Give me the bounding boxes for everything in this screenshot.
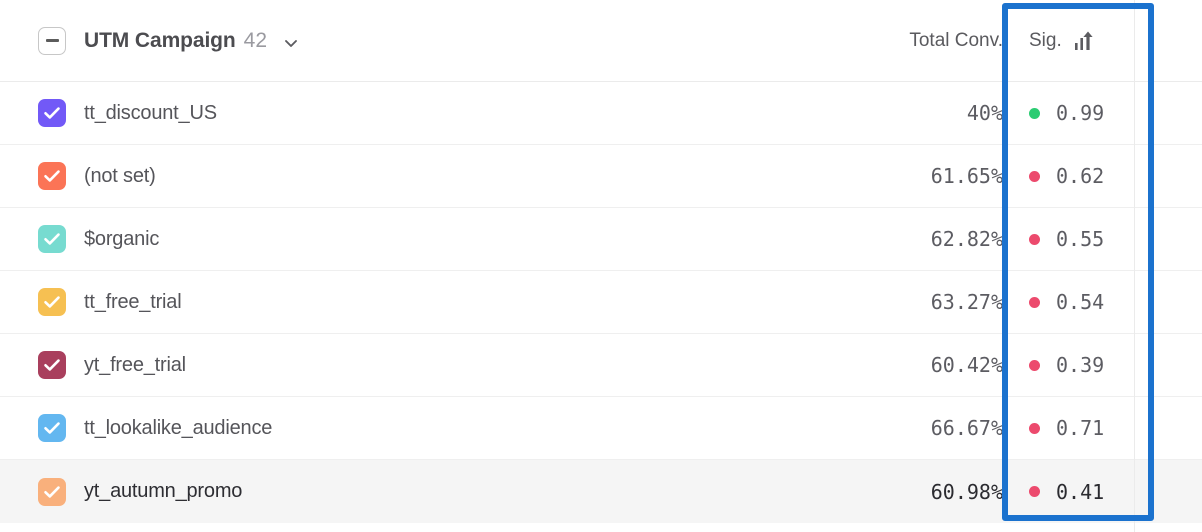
check-icon <box>44 485 60 498</box>
check-icon <box>44 107 60 119</box>
header-label-total-conv: Total Conv. <box>909 29 1003 51</box>
chevron-down-icon[interactable] <box>283 35 299 51</box>
table-row[interactable]: yt_free_trial 60.42% 0.39 <box>0 334 1202 397</box>
significance-value: 0.41 <box>1056 479 1105 504</box>
total-conv-value: 40% <box>966 101 1003 125</box>
cell-significance: 0.99 <box>1003 101 1202 125</box>
dimension-count: 42 <box>243 28 267 52</box>
cell-significance: 0.55 <box>1003 227 1202 251</box>
table-row[interactable]: yt_autumn_promo 60.98% 0.41 <box>0 460 1202 523</box>
sort-ascending-bars-icon[interactable] <box>1074 30 1100 52</box>
row-checkbox[interactable] <box>38 225 66 253</box>
campaign-name-label: yt_autumn_promo <box>84 480 243 502</box>
cell-campaign-name: tt_discount_US <box>0 99 660 127</box>
cell-total-conv: 66.67% <box>660 416 1003 440</box>
header-label-sig: Sig. <box>1029 29 1062 51</box>
cell-total-conv: 62.82% <box>660 227 1003 251</box>
check-icon <box>44 170 60 182</box>
table-row[interactable]: $organic 62.82% 0.55 <box>0 208 1202 271</box>
total-conv-value: 60.98% <box>930 479 1003 504</box>
cell-total-conv: 63.27% <box>660 290 1003 314</box>
table-row[interactable]: (not set) 61.65% 0.62 <box>0 145 1202 208</box>
cell-campaign-name: yt_autumn_promo <box>0 477 660 506</box>
check-icon <box>44 359 60 371</box>
check-icon <box>44 296 60 308</box>
significance-status-dot-icon <box>1029 296 1040 308</box>
row-checkbox[interactable] <box>38 162 66 190</box>
significance-status-dot-icon <box>1029 233 1040 245</box>
cell-total-conv: 60.98% <box>660 480 1003 504</box>
cell-significance: 0.62 <box>1003 164 1202 188</box>
significance-status-dot-icon <box>1029 359 1040 371</box>
total-conv-value: 60.42% <box>930 353 1003 377</box>
cell-significance: 0.41 <box>1003 480 1202 504</box>
campaign-name-label: yt_free_trial <box>84 353 186 376</box>
row-checkbox[interactable] <box>38 288 66 316</box>
page-title: UTM Campaign <box>84 28 236 52</box>
campaign-name-label: (not set) <box>84 164 156 187</box>
table-row[interactable]: tt_lookalike_audience 66.67% 0.71 <box>0 397 1202 460</box>
cell-campaign-name: tt_lookalike_audience <box>0 414 660 442</box>
significance-value: 0.39 <box>1056 353 1105 377</box>
cell-significance: 0.71 <box>1003 416 1202 440</box>
cell-campaign-name: tt_free_trial <box>0 288 660 316</box>
check-icon <box>44 233 60 245</box>
cell-significance: 0.54 <box>1003 290 1202 314</box>
total-conv-value: 62.82% <box>930 227 1003 251</box>
campaign-name-label: tt_discount_US <box>84 101 217 124</box>
table-body: tt_discount_US 40% 0.99 (not set) 61.65% 0.62… <box>0 82 1202 523</box>
row-checkbox[interactable] <box>38 99 66 127</box>
cell-total-conv: 60.42% <box>660 353 1003 377</box>
campaign-name-label: tt_lookalike_audience <box>84 416 273 439</box>
significance-value: 0.99 <box>1056 101 1105 125</box>
cell-significance: 0.39 <box>1003 353 1202 377</box>
row-checkbox[interactable] <box>38 414 66 442</box>
cell-campaign-name: $organic <box>0 225 660 253</box>
cell-campaign-name: yt_free_trial <box>0 351 660 379</box>
significance-value: 0.54 <box>1056 290 1105 314</box>
campaign-name-label: tt_free_trial <box>84 290 182 313</box>
minus-icon <box>45 39 59 42</box>
select-all-checkbox[interactable] <box>38 26 66 55</box>
table-row[interactable]: tt_discount_US 40% 0.99 <box>0 82 1202 145</box>
cell-total-conv: 61.65% <box>660 164 1003 188</box>
significance-status-dot-icon <box>1029 107 1040 119</box>
cell-total-conv: 40% <box>660 101 1003 125</box>
table-header-row: UTM Campaign 42 Total Conv. Sig. <box>0 0 1202 82</box>
campaign-name-label: $organic <box>84 227 160 250</box>
significance-value: 0.55 <box>1056 227 1105 251</box>
total-conv-value: 61.65% <box>930 164 1003 188</box>
significance-status-dot-icon <box>1029 486 1040 497</box>
cell-campaign-name: (not set) <box>0 162 660 190</box>
header-cell-significance[interactable]: Sig. <box>1003 30 1202 52</box>
total-conv-value: 63.27% <box>930 290 1003 314</box>
significance-value: 0.71 <box>1056 416 1105 440</box>
column-divider <box>1134 0 1135 532</box>
row-checkbox[interactable] <box>38 477 66 506</box>
total-conv-value: 66.67% <box>930 416 1003 440</box>
row-checkbox[interactable] <box>38 351 66 379</box>
check-icon <box>44 422 60 434</box>
table-row[interactable]: tt_free_trial 63.27% 0.54 <box>0 271 1202 334</box>
significance-status-dot-icon <box>1029 422 1040 434</box>
significance-value: 0.62 <box>1056 164 1105 188</box>
significance-status-dot-icon <box>1029 170 1040 182</box>
header-cell-total-conv[interactable]: Total Conv. <box>660 30 1003 52</box>
header-cell-dimension: UTM Campaign 42 <box>0 26 660 55</box>
